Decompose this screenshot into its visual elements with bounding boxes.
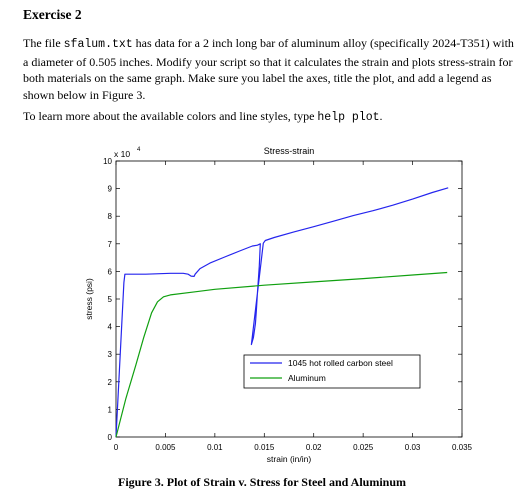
- series-line-steel: [115, 187, 449, 438]
- x-tick-label: 0.02: [306, 443, 322, 452]
- y-tick-label: 8: [108, 212, 113, 221]
- x-axis-label: strain (in/in): [267, 454, 312, 464]
- plot-axes-box: [115, 160, 463, 438]
- exercise-heading: Exercise 2: [23, 7, 82, 22]
- paragraph-text: .: [379, 109, 383, 123]
- legend-label-steel: 1045 hot rolled carbon steel: [288, 358, 393, 368]
- chart-title: Stress-strain: [264, 146, 315, 156]
- paragraph-text: To learn more about the available colors…: [23, 109, 318, 123]
- stress-strain-figure: 0 0.005 0.01 0.015 0.02 0.025 0.03 0.035 0 1 2 3 4 5…: [84, 146, 473, 464]
- paragraph-help: To learn more about the available colors…: [23, 108, 515, 127]
- y-tick-label: 6: [108, 267, 113, 276]
- figure-caption: Figure 3. Plot of Strain v. Stress for S…: [117, 475, 406, 489]
- x-tick-label: 0.01: [207, 443, 223, 452]
- x-tick-label: 0.005: [155, 443, 176, 452]
- y-tick-label: 4: [108, 323, 113, 332]
- y-tick-label: 10: [103, 157, 112, 166]
- x-tick-label: 0.025: [353, 443, 374, 452]
- paragraph-description: The file sfalum.txt has data for a 2 inc…: [23, 35, 515, 103]
- filename-code: sfalum.txt: [63, 38, 133, 51]
- help-command-code: help plot: [317, 111, 380, 124]
- y-ticks: 0 1 2 3 4 5 6 7 8 9 10: [103, 157, 462, 442]
- y-tick-label: 2: [108, 378, 113, 387]
- series-line-aluminum: [115, 271, 448, 438]
- y-tick-label: 1: [108, 405, 113, 414]
- y-exponent-power: 4: [137, 147, 141, 153]
- y-tick-label: 7: [108, 240, 113, 249]
- y-tick-label: 5: [108, 295, 113, 304]
- series-lines: [115, 187, 449, 438]
- x-ticks: 0 0.005 0.01 0.015 0.02 0.025 0.03 0.035: [114, 161, 473, 452]
- paragraph-text: has data for a 2 inch long bar of alumin…: [23, 36, 514, 102]
- legend-label-aluminum: Aluminum: [288, 373, 326, 383]
- legend-box: [243, 354, 421, 389]
- x-tick-label: 0.015: [254, 443, 275, 452]
- y-axis-label: stress (psi): [84, 278, 94, 320]
- x-tick-label: 0: [114, 443, 119, 452]
- legend: 1045 hot rolled carbon steel Aluminum: [243, 354, 421, 389]
- paragraph-text: The file: [23, 36, 64, 50]
- x-tick-label: 0.035: [452, 443, 473, 452]
- y-exponent-label: x 10: [114, 149, 130, 159]
- y-tick-label: 3: [108, 350, 113, 359]
- x-tick-label: 0.03: [405, 443, 421, 452]
- y-tick-label: 0: [108, 433, 113, 442]
- y-tick-label: 9: [108, 185, 113, 194]
